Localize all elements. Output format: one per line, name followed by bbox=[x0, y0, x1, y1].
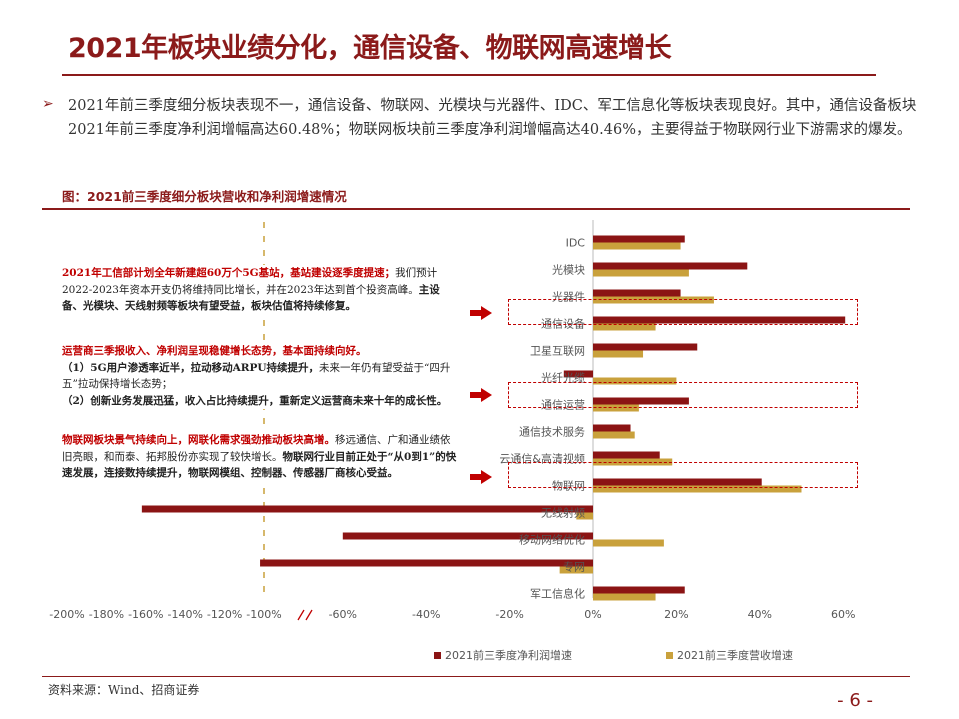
category-label: 物联网 bbox=[552, 479, 585, 493]
category-label: 通信运营 bbox=[541, 398, 585, 412]
bar-net-profit bbox=[593, 262, 748, 270]
bar-net-profit bbox=[593, 397, 689, 405]
axis-break-mark bbox=[305, 609, 313, 621]
bar-revenue bbox=[593, 350, 644, 358]
source-note: 资料来源：Wind、招商证券 bbox=[48, 683, 200, 697]
bar-revenue bbox=[593, 593, 656, 601]
category-label: 军工信息化 bbox=[530, 587, 585, 601]
legend-label: 2021前三季度营收增速 bbox=[677, 648, 793, 662]
x-tick-label: -200% bbox=[49, 608, 84, 621]
annotation-5g-base-station: 2021年工信部计划全年新建超60万个5G基站，基站建设逐季度提速；我们预计20… bbox=[62, 265, 457, 315]
annotation-text: （1）5G用户渗透率近半，拉动移动ARPU持续提升， bbox=[62, 361, 320, 374]
slide-title: 2021年板块业绩分化，通信设备、物联网高速增长 bbox=[68, 33, 672, 64]
category-label: 无线射频 bbox=[541, 506, 585, 520]
axis-break-mark bbox=[297, 609, 305, 621]
category-label: IDC bbox=[566, 237, 586, 250]
highlight-box-iot bbox=[508, 462, 858, 488]
bar-net-profit bbox=[593, 451, 660, 459]
bar-revenue bbox=[593, 269, 689, 277]
x-tick-label: 20% bbox=[664, 608, 688, 621]
annotation-text: 我们预计2022-2023年资本开支仍将维持同比增长，并在2023年达到首个投资… bbox=[62, 267, 438, 296]
annotation-text: （2）创新业务发展迅猛，收入占比持续提升，重新定义运营商未来十年的成长性。 bbox=[62, 394, 448, 407]
x-tick-label: 40% bbox=[748, 608, 772, 621]
annotation-operators: 运营商三季报收入、净利润呈现稳健增长态势，基本面持续向好。 （1）5G用户渗透率近… bbox=[62, 343, 457, 409]
bar-net-profit bbox=[260, 559, 593, 567]
bullet-arrow-icon: ➢ bbox=[42, 96, 54, 112]
highlight-box-comm-operations bbox=[508, 382, 858, 408]
category-label: 光器件 bbox=[552, 290, 585, 304]
legend-swatch bbox=[666, 652, 673, 659]
bar-net-profit bbox=[141, 505, 594, 513]
bar-revenue bbox=[576, 512, 593, 520]
x-tick-label: -100% bbox=[246, 608, 281, 621]
bar-net-profit bbox=[593, 586, 685, 594]
category-label: 通信技术服务 bbox=[519, 426, 585, 439]
figure-title: 图：2021前三季度细分板块营收和净利润增速情况 bbox=[62, 189, 347, 204]
bar-net-profit bbox=[593, 235, 685, 243]
annotation-iot: 物联网板块景气持续向上，网联化需求强劲推动板块高增。移远通信、广和通业绩依旧亮眼… bbox=[62, 432, 457, 482]
annotation-text: 移远通信、广和通业绩依旧亮眼，和而泰、拓邦股份亦实现了较快增长。 bbox=[62, 434, 451, 463]
category-label: 通信设备 bbox=[541, 317, 585, 331]
x-tick-label: -60% bbox=[329, 608, 357, 621]
x-tick-label: -160% bbox=[128, 608, 163, 621]
category-label: 移动网络优化 bbox=[519, 533, 585, 547]
bar-net-profit bbox=[593, 343, 698, 351]
bar-revenue bbox=[593, 404, 639, 412]
bar-net-profit bbox=[593, 289, 681, 297]
footer-divider bbox=[42, 676, 910, 677]
bar-revenue bbox=[593, 485, 802, 493]
category-label: 光纤光缆 bbox=[541, 371, 585, 385]
bar-revenue bbox=[593, 377, 677, 385]
bar-net-profit bbox=[593, 478, 762, 486]
page-number: - 6 - bbox=[837, 690, 873, 711]
legend-swatch bbox=[434, 652, 441, 659]
annotation-text: 主设备、光模块、天线射频等板块有望受益，板块估值将持续修复。 bbox=[62, 283, 440, 313]
annotation-text: 物联网板块景气持续向上，网联化需求强劲推动板块高增。 bbox=[62, 434, 335, 446]
arrow-right-icon bbox=[470, 470, 492, 484]
x-tick-label: -140% bbox=[167, 608, 202, 621]
x-tick-label: 60% bbox=[831, 608, 855, 621]
annotation-text: 运营商三季报收入、净利润呈现稳健增长态势，基本面持续向好。 bbox=[62, 345, 367, 357]
highlight-box-comm-equipment bbox=[508, 299, 858, 325]
arrow-right-icon bbox=[470, 388, 492, 402]
bar-net-profit bbox=[593, 316, 846, 324]
bar-net-profit bbox=[342, 532, 593, 540]
bar-net-profit bbox=[593, 424, 631, 432]
bar-revenue bbox=[593, 431, 635, 439]
bar-revenue bbox=[559, 566, 593, 574]
annotation-text: 2021年工信部计划全年新建超60万个5G基站，基站建设逐季度提速； bbox=[62, 267, 396, 279]
x-tick-label: -120% bbox=[207, 608, 242, 621]
category-label: 光模块 bbox=[552, 263, 585, 277]
bar-revenue bbox=[593, 296, 714, 304]
legend-label: 2021前三季度净利润增速 bbox=[445, 648, 572, 662]
annotation-text: 未来一年仍有望受益于“四升五”拉动保持增长态势； bbox=[62, 361, 451, 391]
category-label: 卫星互联网 bbox=[530, 345, 585, 358]
bar-revenue bbox=[593, 242, 681, 250]
x-tick-label: -40% bbox=[412, 608, 440, 621]
figure-divider bbox=[42, 208, 910, 210]
annotation-text: 物联网行业目前正处于“从0到1”的快速发展，连接数持续提升，物联网模组、控制器、… bbox=[62, 450, 457, 480]
x-tick-label: 0% bbox=[584, 608, 601, 621]
title-divider bbox=[62, 74, 876, 76]
bar-revenue bbox=[593, 539, 664, 547]
summary-paragraph: 2021年前三季度细分板块表现不一，通信设备、物联网、光模块与光器件、IDC、军… bbox=[68, 98, 917, 138]
x-tick-label: -20% bbox=[495, 608, 523, 621]
bar-revenue bbox=[593, 323, 656, 331]
arrow-right-icon bbox=[470, 306, 492, 320]
bar-net-profit bbox=[563, 370, 593, 378]
x-tick-label: -180% bbox=[89, 608, 124, 621]
category-label: 专网 bbox=[563, 560, 585, 574]
